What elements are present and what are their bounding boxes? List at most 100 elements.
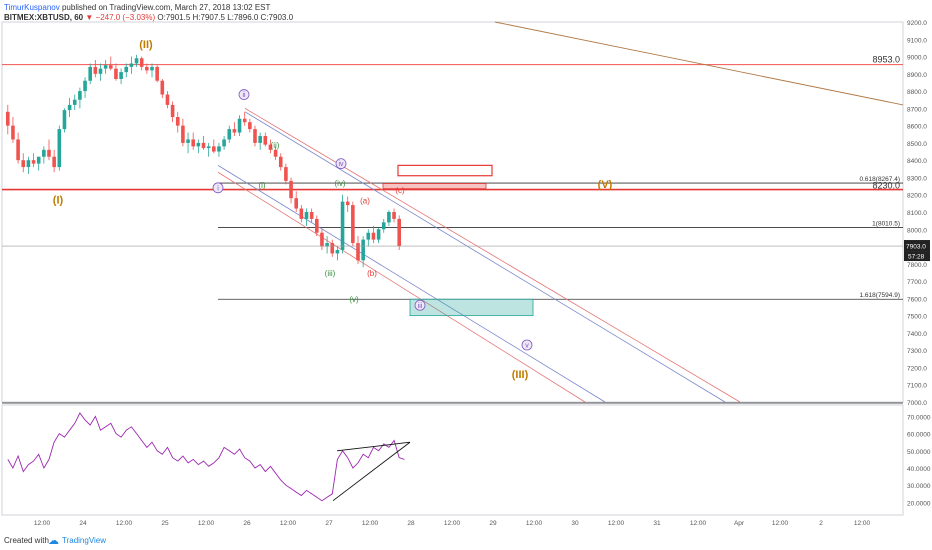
time-axis-tick: 30: [571, 520, 579, 527]
candle-body: [217, 146, 221, 152]
candle-body: [278, 156, 283, 168]
candle-body: [129, 63, 134, 67]
candle-body: [6, 111, 10, 126]
wave-label-iv-minor: (iv): [334, 179, 345, 188]
candle-body: [340, 201, 345, 250]
rsi-axis-tick: 30.0000: [907, 483, 931, 490]
rsi-axis-tick: 60.0000: [907, 432, 931, 439]
candle-body: [165, 94, 170, 105]
candle-body: [83, 80, 87, 92]
candle-body: [232, 129, 237, 133]
rsi-pane: [1, 404, 904, 516]
price-axis-tick: 8000.0: [907, 227, 927, 234]
wave-label-II: (II): [139, 39, 153, 51]
price-axis-tick: 7100.0: [907, 383, 927, 390]
candle-body: [330, 243, 335, 254]
time-axis-tick: 28: [407, 520, 415, 527]
channel-line: [217, 165, 606, 403]
time-axis-tick: 12:00: [198, 520, 215, 527]
publish-info: published on TradingView.com, March 27, …: [61, 3, 271, 12]
wave-label-iii-minor: (iii): [325, 269, 336, 278]
time-axis-tick: 25: [161, 520, 169, 527]
fib-level-label: 1.618(7594.9): [860, 292, 900, 299]
wave-label-ii-circled-circle: [238, 89, 250, 100]
wave-label-ii-minor: (ii): [271, 141, 280, 150]
candle-body: [315, 218, 319, 233]
candle-body: [21, 160, 26, 168]
time-axis-tick: 26: [243, 520, 251, 527]
candle-body: [139, 58, 144, 67]
wave-label-iv-circled: iv: [338, 161, 344, 168]
candle-body: [356, 243, 360, 261]
time-axis-tick: 2: [819, 520, 823, 527]
fib-level-label: 1(8010.5): [872, 220, 900, 227]
time-axis-tick: 12:00: [854, 520, 871, 527]
time-axis-tick: 12:00: [772, 520, 789, 527]
candle-body: [47, 149, 51, 157]
candle-body: [134, 58, 139, 64]
price-axis-tick: 7400.0: [907, 331, 927, 338]
candle-body: [371, 232, 376, 240]
candle-body: [186, 139, 190, 143]
candle-body: [62, 110, 67, 130]
wave-label-b: (b): [367, 269, 377, 278]
candle-body: [181, 125, 185, 143]
wave-label-i-minor: (i): [258, 181, 265, 190]
time-axis-tick: 12:00: [690, 520, 707, 527]
candle-body: [222, 139, 226, 147]
price-axis-tick: 8600.0: [907, 124, 927, 131]
interval-label: 60: [74, 13, 84, 22]
time-axis-tick: 27: [325, 520, 333, 527]
candle-body: [206, 146, 211, 149]
candle-body: [376, 229, 381, 240]
candle-body: [345, 201, 350, 206]
time-axis-tick: 29: [489, 520, 497, 527]
candle-body: [381, 222, 386, 230]
time-axis-tick: 12:00: [444, 520, 461, 527]
wave-label-iii-circled: iii: [418, 303, 423, 310]
symbol-label: BITMEX:XBTUSD: [4, 13, 70, 22]
candle-body: [103, 65, 108, 69]
target-box-support: [409, 298, 534, 317]
candle-body: [201, 142, 206, 149]
price-axis-tick: 8400.0: [907, 158, 927, 165]
price-axis-tick: 7000.0: [907, 400, 927, 407]
rsi-wedge-lower: [332, 441, 411, 502]
wave-label-v-circled-circle: [521, 339, 533, 351]
publish-line: TimurKuspanov published on TradingView.c…: [4, 3, 270, 12]
candle-body: [26, 160, 31, 168]
candle-body: [191, 139, 195, 147]
candle-body: [325, 243, 329, 247]
candle-body: [212, 146, 216, 152]
candle-body: [227, 129, 232, 140]
rsi-axis-tick: 20.0000: [907, 500, 931, 507]
tradingview-brand[interactable]: TradingView: [62, 536, 107, 545]
price-axis-tick: 8500.0: [907, 141, 927, 148]
level-label-8953: 8953.0: [872, 55, 900, 65]
candle-body: [242, 118, 247, 123]
author-link[interactable]: TimurKuspanov: [4, 3, 60, 12]
candle-body: [42, 149, 46, 157]
candle-body: [155, 66, 159, 81]
price-axis-tick: 7600.0: [907, 296, 927, 303]
candle-body: [67, 104, 72, 111]
candle-body: [36, 156, 41, 164]
price-pane: [1, 21, 904, 403]
fib-level-label: 0.618(8267.4): [860, 176, 900, 183]
candle-body: [258, 136, 262, 143]
wave-label-iv-circled-circle: [335, 158, 347, 170]
candle-body: [124, 66, 129, 73]
candle-body: [397, 218, 401, 247]
time-axis-tick: 12:00: [280, 520, 297, 527]
candle-body: [304, 212, 309, 219]
wave-label-i-circled: i: [217, 185, 219, 192]
tradingview-logo-icon[interactable]: ☁: [48, 535, 59, 547]
candle-body: [237, 118, 242, 133]
time-axis-tick: 24: [79, 520, 87, 527]
wave-label-I: (I): [53, 194, 64, 206]
candle-body: [387, 212, 391, 223]
candle-body: [31, 160, 36, 164]
price-axis-tick: 7200.0: [907, 365, 927, 372]
wave-label-v-circled: v: [525, 343, 529, 350]
